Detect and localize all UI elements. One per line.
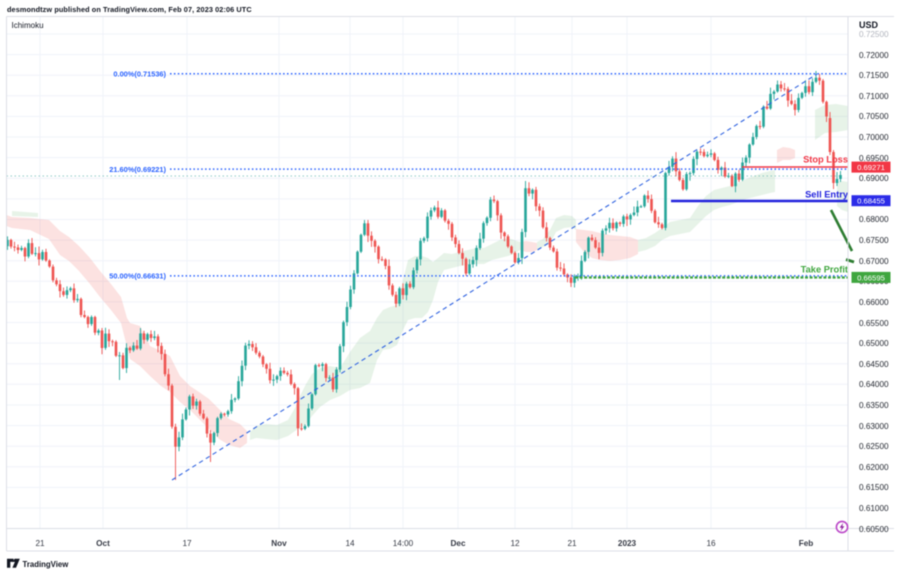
svg-text:0.64000: 0.64000 [859,380,889,389]
svg-text:14: 14 [345,539,355,548]
svg-text:2023: 2023 [618,539,637,548]
svg-text:14:00: 14:00 [393,539,414,548]
svg-text:Sell Entry: Sell Entry [805,190,849,200]
svg-text:0.69271: 0.69271 [857,163,885,172]
svg-text:0.62000: 0.62000 [859,463,889,472]
svg-text:0.68000: 0.68000 [859,215,889,224]
svg-text:TradingView: TradingView [23,560,70,569]
svg-text:50.00%(0.66631): 50.00%(0.66631) [109,272,166,281]
svg-text:Stop Loss: Stop Loss [803,155,848,165]
svg-text:16: 16 [706,539,716,548]
svg-text:0.69500: 0.69500 [859,154,889,163]
svg-text:0.64500: 0.64500 [859,360,889,369]
svg-text:0.65000: 0.65000 [859,339,889,348]
svg-text:0.65500: 0.65500 [859,319,889,328]
svg-text:21: 21 [567,539,577,548]
svg-text:0.72000: 0.72000 [859,51,889,60]
svg-text:Ichimoku: Ichimoku [12,21,44,30]
svg-text:0.70500: 0.70500 [859,112,889,121]
svg-text:0.63000: 0.63000 [859,422,889,431]
svg-text:0.67500: 0.67500 [859,236,889,245]
svg-text:17: 17 [182,539,192,548]
svg-text:21: 21 [35,539,45,548]
svg-text:0.63500: 0.63500 [859,401,889,410]
svg-text:0.70000: 0.70000 [859,133,889,142]
svg-text:0.71000: 0.71000 [859,92,889,101]
svg-text:0.72500: 0.72500 [859,30,889,39]
svg-text:Take Profit: Take Profit [801,265,848,275]
svg-text:USD: USD [859,20,879,30]
svg-text:0.68455: 0.68455 [857,197,885,206]
svg-text:0.67000: 0.67000 [859,257,889,266]
svg-text:21.60%(0.69221): 21.60%(0.69221) [109,165,166,174]
svg-text:0.66000: 0.66000 [859,298,889,307]
svg-text:0.62500: 0.62500 [859,442,889,451]
svg-text:0.66595: 0.66595 [857,273,885,282]
svg-text:Dec: Dec [450,539,465,548]
svg-text:Feb: Feb [799,539,814,548]
svg-text:0.61500: 0.61500 [859,483,889,492]
svg-text:0.69000: 0.69000 [859,174,889,183]
svg-text:desmondtzw published on Tradin: desmondtzw published on TradingView.com,… [7,5,252,14]
svg-text:0.61000: 0.61000 [859,504,889,513]
svg-text:0.60500: 0.60500 [859,525,889,534]
svg-text:Oct: Oct [96,539,110,548]
svg-text:12: 12 [510,539,520,548]
svg-text:Nov: Nov [271,539,287,548]
svg-text:0.00%(0.71536): 0.00%(0.71536) [113,70,166,79]
svg-text:0.71500: 0.71500 [859,71,889,80]
